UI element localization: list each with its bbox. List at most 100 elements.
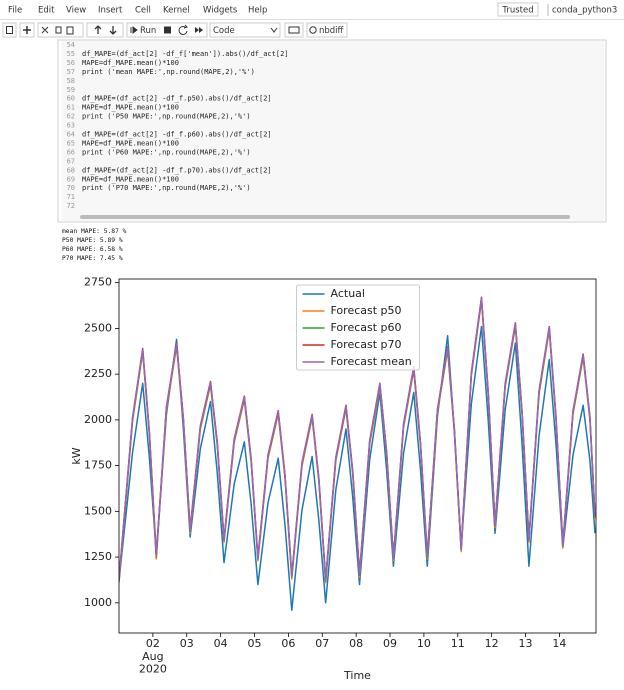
series-group <box>119 296 596 611</box>
y-tick-label: 1750 <box>84 459 112 472</box>
legend-label: Forecast mean <box>331 355 412 368</box>
cell-type-select[interactable] <box>209 22 281 38</box>
stop-icon <box>164 26 171 34</box>
code-line: MAPE=df_MAPE.mean()*100 <box>82 175 179 183</box>
code-line: print ('mean MAPE:',np.round(MAPE,2),'%'… <box>82 68 255 76</box>
add-icon <box>23 26 31 34</box>
line-number: 54 <box>67 41 75 49</box>
trusted-label[interactable]: Trusted <box>501 6 533 16</box>
legend-box <box>296 284 420 371</box>
y-tick-label: 2750 <box>84 276 112 289</box>
line-number: 71 <box>67 193 75 201</box>
trusted-box[interactable] <box>497 2 539 17</box>
y-tick-label: 2250 <box>84 367 112 380</box>
menu-item[interactable]: File <box>8 6 22 16</box>
line-number: 69 <box>67 175 75 183</box>
legend: Actual Forecast p50 Forecast p60 Forecast p… <box>296 284 420 371</box>
move-buttons[interactable] <box>86 22 124 38</box>
move-icons <box>94 25 117 35</box>
line-number: 55 <box>67 50 75 58</box>
y-axis-label: kW <box>70 447 83 464</box>
menu-item[interactable]: View <box>66 6 86 16</box>
output-area: mean MAPE: 5.87 % P50 MAPE: 5.89 % P60 MAP… <box>62 228 127 262</box>
line-number: 63 <box>67 122 75 130</box>
select-arrow <box>270 27 278 33</box>
code-line: MAPE=df_MAPE.mean()*100 <box>82 139 179 147</box>
line-number: 67 <box>67 157 75 165</box>
x-tick-label: 11 <box>451 637 465 650</box>
legend-label: Forecast p50 <box>331 304 402 317</box>
code-line: df_MAPE=(df_act[2] -df_f.p70).abs()/df_a… <box>82 166 272 174</box>
run-label[interactable]: Run <box>140 26 156 36</box>
menu-item[interactable]: Cell <box>135 6 151 16</box>
code-line: df_MAPE=(df_act[2] -df_f.p50).abs()/df_a… <box>82 95 272 103</box>
code-line: print ('P50 MAPE:',np.round(MAPE,2),'%') <box>82 113 251 121</box>
menu-item[interactable]: Widgets <box>203 6 238 16</box>
line-number: 59 <box>67 86 75 94</box>
restart-icon <box>178 24 188 35</box>
x-tick-label: 13 <box>519 637 533 650</box>
x-tick-sublabel: 2020 <box>139 663 167 676</box>
output-line: mean MAPE: 5.87 % <box>62 228 127 235</box>
save-button[interactable] <box>2 22 17 38</box>
line-number: 58 <box>67 77 75 85</box>
line-number: 64 <box>67 131 75 139</box>
nbdiff-label[interactable]: nbdiff <box>319 26 345 36</box>
code-line: MAPE=df_MAPE.mean()*100 <box>82 59 179 67</box>
line-number: 65 <box>67 139 75 147</box>
line-number: 62 <box>67 113 75 121</box>
edit-icons <box>41 26 74 35</box>
cell-type-label[interactable]: Code <box>213 26 235 36</box>
menu-item[interactable]: Edit <box>38 6 55 16</box>
x-tick-label: 08 <box>349 637 363 650</box>
nbdiff-button[interactable] <box>306 22 348 38</box>
menu-item[interactable]: Insert <box>98 6 123 16</box>
y-tick-label: 1000 <box>84 596 112 609</box>
x-tick-label: 09 <box>383 637 397 650</box>
x-tick-label: 10 <box>417 637 431 650</box>
line-number: 56 <box>67 59 75 67</box>
x-tick-label: 04 <box>214 637 228 650</box>
line-number: 66 <box>67 148 75 156</box>
code-editor <box>62 41 604 221</box>
menu-item[interactable]: Kernel <box>163 6 190 16</box>
y-tick-label: 2000 <box>84 413 112 426</box>
line-number: 68 <box>67 166 75 174</box>
keyboard-icon <box>288 26 300 34</box>
x-axis-label: Time <box>343 669 371 682</box>
code-line: MAPE=df_MAPE.mean()*100 <box>82 104 179 112</box>
menu-item[interactable]: Help <box>248 6 267 16</box>
code-line: print ('P70 MAPE:',np.round(MAPE,2),'%') <box>82 184 251 192</box>
x-tick-sublabel: Aug <box>142 650 163 663</box>
legend-label: Forecast p70 <box>331 338 402 351</box>
run-icon <box>130 26 138 34</box>
x-tick-label: 03 <box>180 637 194 650</box>
x-tick-label: 07 <box>315 637 329 650</box>
scrollbar[interactable] <box>80 215 570 219</box>
kernel-name[interactable]: conda_python3 <box>552 6 617 16</box>
y-tick-label: 2500 <box>84 321 112 334</box>
line-number: 61 <box>67 104 75 112</box>
y-tick-label: 1500 <box>84 504 112 517</box>
code-line: df_MAPE=(df_act[2] -df_f.p60).abs()/df_a… <box>82 131 272 139</box>
x-tick-label: 05 <box>248 637 262 650</box>
output-line: P70 MAPE: 7.45 % <box>62 255 123 262</box>
nbdiff-icon <box>309 26 317 34</box>
chart: 1000 1250 1500 1750 2000 2250 2500 2750 02Aug202… <box>70 276 597 682</box>
line-number: 72 <box>67 202 75 210</box>
x-tick-label: 12 <box>485 637 499 650</box>
x-tick-label: 02 <box>146 637 160 650</box>
fast-forward-icon <box>195 27 203 33</box>
keyboard-button[interactable] <box>284 22 304 38</box>
y-tick-label: 1250 <box>84 550 112 563</box>
menu-bar: File Edit View Insert Cell Kernel Widgets Help <box>8 6 267 16</box>
legend-label: Forecast p60 <box>331 321 402 334</box>
save-icon <box>6 26 13 34</box>
line-number: 60 <box>67 95 75 103</box>
series-line <box>119 297 596 581</box>
legend-label: Actual <box>331 287 365 300</box>
code-line: df_MAPE=(df_act[2] -df_f['mean']).abs()/… <box>82 50 289 58</box>
toolbar: Run Code nbdiff <box>2 22 348 38</box>
